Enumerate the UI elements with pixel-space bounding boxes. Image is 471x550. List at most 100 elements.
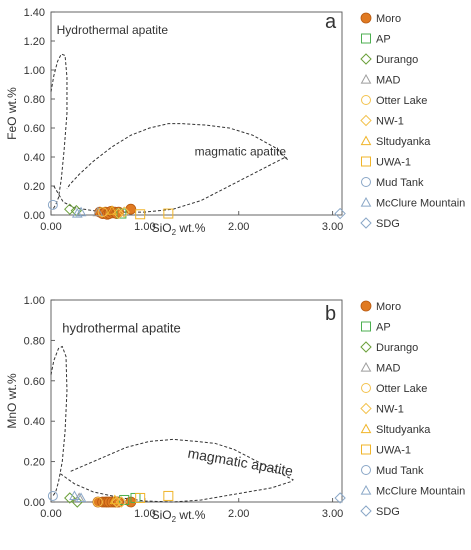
- data-point: [92, 206, 104, 217]
- legend-marker: [360, 217, 372, 229]
- data-point: [64, 203, 76, 215]
- legend-label: UWA-1: [376, 445, 411, 457]
- data-point: [334, 207, 346, 220]
- y-tick-label: 0.80: [24, 94, 45, 106]
- y-tick-label: 0.60: [24, 376, 45, 388]
- legend-marker: [361, 444, 371, 455]
- chart-panel-a: 0.00 0.20 0.40 0.60 0.80 1.00 1.20 1.40 0.00 1.00…: [5, 7, 465, 237]
- series-uwa-1: [135, 208, 174, 220]
- data-point: [163, 490, 174, 501]
- legend-label: Otter Lake: [376, 383, 427, 395]
- series-sltudyanka: [109, 494, 121, 505]
- legend-marker: [360, 484, 372, 495]
- legend-marker: [360, 53, 372, 65]
- legend-label: NW-1: [376, 404, 404, 416]
- legend-marker: [360, 505, 372, 517]
- x-axis-title: SiO2 wt.%: [152, 508, 206, 524]
- x-tick-label: 0.00: [40, 221, 61, 233]
- legend-label: McClure Mountain: [376, 198, 465, 210]
- data-point: [125, 203, 137, 215]
- legend-label: UWA-1: [376, 157, 411, 169]
- series-sdg: [334, 492, 346, 504]
- legend-marker: [360, 361, 372, 372]
- series-durango: [64, 203, 83, 217]
- series-moro: [92, 496, 137, 508]
- series-mud-tank: [47, 490, 58, 501]
- legend-marker: [360, 135, 372, 146]
- legend-marker: [360, 423, 372, 434]
- data-point: [116, 208, 127, 219]
- legend-label: Durango: [376, 342, 418, 354]
- series-mud-tank: [47, 199, 58, 210]
- legend-label: NW-1: [376, 116, 404, 128]
- field-hydrothermal: [50, 53, 68, 210]
- y-tick-label: 0.80: [24, 335, 45, 347]
- y-tick-label: 1.20: [24, 36, 45, 48]
- panel-label: b: [325, 303, 336, 325]
- annotation-hydro: Hydrothermal apatite: [57, 23, 169, 37]
- legend-marker: [360, 73, 372, 84]
- y-tick-label: 0.00: [24, 497, 45, 509]
- data-point: [69, 490, 80, 501]
- legend-label: MAD: [376, 363, 401, 375]
- panel-label: a: [325, 11, 337, 33]
- x-tick-label: 1.00: [134, 221, 155, 233]
- x-tick-label: 3.00: [322, 508, 343, 520]
- y-tick-label: 0.00: [24, 210, 45, 222]
- series-mcclure-mountain: [71, 206, 87, 218]
- series-mcclure-mountain: [69, 490, 87, 503]
- x-tick-label: 2.00: [228, 508, 249, 520]
- legend-label: AP: [376, 34, 391, 46]
- legend-marker: [360, 12, 372, 24]
- y-tick-label: 0.40: [24, 416, 45, 428]
- series-durango: [64, 492, 83, 508]
- legend-marker: [361, 33, 371, 44]
- x-tick-label: 3.00: [322, 221, 343, 233]
- y-axis-title: MnO wt.%: [5, 373, 19, 429]
- legend-marker: [360, 341, 372, 353]
- legend-marker: [361, 156, 371, 167]
- data-point: [71, 496, 83, 508]
- annotation-magma: magmatic apatite: [187, 445, 295, 479]
- legend-label: Mud Tank: [376, 465, 424, 477]
- legend-label: Sltudyanka: [376, 424, 431, 436]
- data-point: [163, 208, 174, 219]
- legend: Moro AP Durango MAD Otter Lake NW-1 Sltudyanka…: [360, 300, 465, 518]
- field-magmatic: [53, 123, 289, 213]
- data-point: [92, 497, 103, 507]
- series-otter-lake: [92, 497, 103, 507]
- legend-marker: [361, 177, 371, 187]
- data-point: [75, 206, 87, 217]
- data-point: [97, 207, 108, 218]
- legend-marker: [361, 321, 371, 332]
- x-tick-label: 2.00: [228, 221, 249, 233]
- legend-marker: [361, 383, 371, 393]
- series-mad: [92, 206, 104, 217]
- plot-frame: [50, 299, 343, 503]
- x-tick-label: 1.00: [134, 508, 155, 520]
- legend-label: Otter Lake: [376, 95, 427, 107]
- data-point: [111, 496, 123, 508]
- y-tick-label: 0.20: [24, 181, 45, 193]
- y-tick-label: 1.00: [24, 295, 45, 307]
- series-sdg: [334, 207, 346, 220]
- legend-label: Sltudyanka: [376, 136, 431, 148]
- plot-frame: [50, 11, 343, 216]
- y-tick-label: 0.20: [24, 457, 45, 469]
- chart-panel-b: 0.00 0.20 0.40 0.60 0.80 1.00 0.00 1.00 2.00 3.00…: [5, 295, 465, 524]
- legend-label: SDG: [376, 506, 400, 518]
- legend-label: AP: [376, 322, 391, 334]
- annotation-hydro: hydrothermal apatite: [62, 320, 181, 335]
- legend-marker: [360, 402, 372, 415]
- y-axis-title: FeO wt.%: [5, 87, 19, 140]
- annotation-magma: magmatic apatite: [195, 145, 287, 159]
- y-tick-label: 0.40: [24, 152, 45, 164]
- legend-label: SDG: [376, 218, 400, 230]
- data-point: [106, 205, 118, 215]
- data-point: [109, 494, 121, 505]
- data-point: [64, 492, 76, 504]
- legend-label: Moro: [376, 301, 401, 313]
- legend-marker: [360, 300, 372, 312]
- y-tick-label: 1.00: [24, 65, 45, 77]
